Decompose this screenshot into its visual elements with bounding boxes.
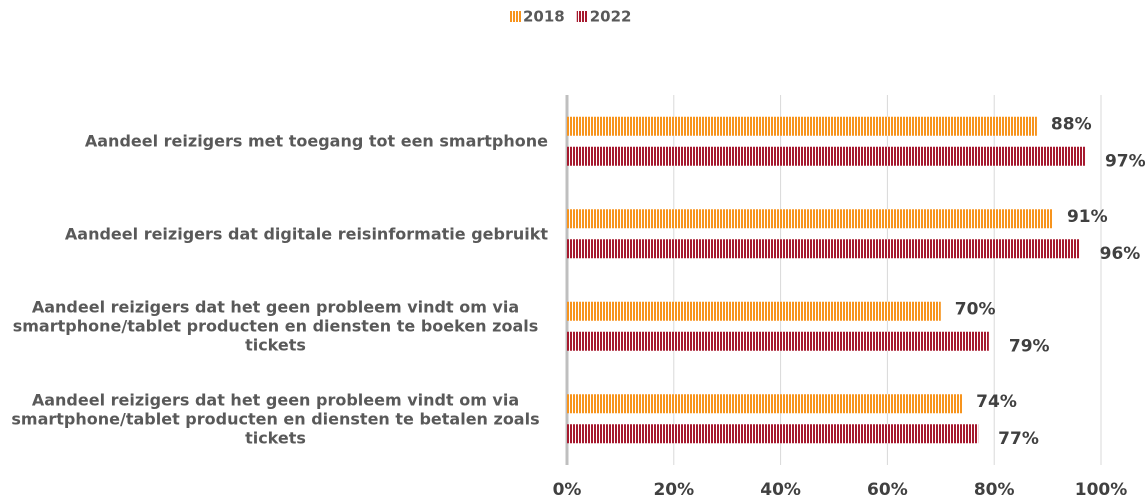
bar [567, 239, 1080, 259]
x-tick-label: 0% [553, 480, 582, 500]
x-tick-label: 80% [974, 480, 1015, 500]
x-tick-label: 20% [653, 480, 694, 500]
y-tick-label: Aandeel reizigers dat het geen probleem … [12, 297, 539, 355]
bar [567, 331, 989, 351]
data-label: 97% [1105, 151, 1145, 171]
data-label: 70% [955, 299, 996, 319]
bar [567, 424, 979, 444]
category-label-box: Aandeel reizigers dat het geen probleem … [0, 390, 548, 447]
legend-swatch [510, 11, 521, 22]
x-tick-label: 40% [760, 480, 801, 500]
data-label: 91% [1067, 207, 1108, 227]
bar [567, 146, 1085, 166]
y-tick-label: Aandeel reizigers dat digitale reisinfor… [64, 224, 548, 244]
category-label-box: Aandeel reizigers dat digitale reisinfor… [0, 224, 548, 243]
x-tick-label: 60% [867, 480, 908, 500]
category-label-box: Aandeel reizigers dat het geen probleem … [0, 298, 548, 355]
legend-swatch [576, 11, 588, 22]
bar [567, 116, 1037, 136]
data-label: 96% [1100, 244, 1141, 264]
y-tick-label: Aandeel reizigers dat het geen probleem … [11, 390, 540, 448]
data-label: 74% [976, 392, 1017, 412]
bar [567, 209, 1053, 229]
data-label: 77% [998, 429, 1039, 449]
legend-label: 2018 [523, 8, 565, 26]
category-label-box: Aandeel reizigers met toegang tot een sm… [0, 132, 548, 151]
data-label: 88% [1051, 114, 1092, 134]
x-tick-label: 100% [1075, 480, 1128, 500]
bar [567, 301, 941, 321]
data-label: 79% [1009, 336, 1050, 356]
y-tick-label: Aandeel reizigers met toegang tot een sm… [84, 131, 548, 151]
legend-label: 2022 [590, 8, 632, 26]
bar [567, 394, 963, 414]
